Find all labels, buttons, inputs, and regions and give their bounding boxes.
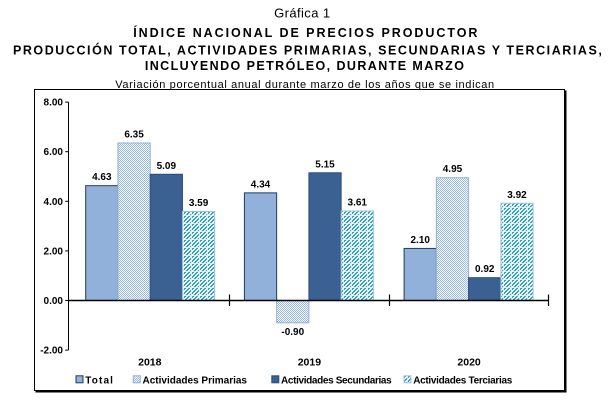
svg-text:2.00: 2.00 <box>44 246 64 257</box>
svg-text:0.92: 0.92 <box>475 264 495 275</box>
svg-text:2019: 2019 <box>298 357 322 369</box>
svg-text:3.61: 3.61 <box>348 197 368 208</box>
svg-text:Gráfica 1: Gráfica 1 <box>274 6 330 21</box>
svg-text:Total: Total <box>85 376 114 387</box>
svg-text:Actividades Primarias: Actividades Primarias <box>143 376 248 387</box>
svg-text:4.00: 4.00 <box>44 197 64 208</box>
svg-text:5.09: 5.09 <box>157 161 177 172</box>
svg-text:2018: 2018 <box>138 357 162 369</box>
svg-text:PRODUCCIÓN TOTAL, ACTIVIDADES: PRODUCCIÓN TOTAL, ACTIVIDADES PRIMARIAS,… <box>13 43 604 58</box>
svg-text:ÍNDICE NACIONAL DE PRECIOS PRO: ÍNDICE NACIONAL DE PRECIOS PRODUCTOR <box>133 25 479 40</box>
svg-text:Actividades Secundarias: Actividades Secundarias <box>281 376 392 387</box>
svg-text:3.92: 3.92 <box>507 190 527 201</box>
svg-text:3.59: 3.59 <box>189 198 209 209</box>
svg-text:4.95: 4.95 <box>443 164 463 175</box>
svg-text:Variación porcentual anual dur: Variación porcentual anual durante marzo… <box>115 79 495 91</box>
svg-text:6.00: 6.00 <box>44 147 64 158</box>
svg-text:8.00: 8.00 <box>44 98 64 109</box>
svg-text:4.34: 4.34 <box>251 179 271 190</box>
svg-text:2020: 2020 <box>457 357 481 369</box>
svg-text:2.10: 2.10 <box>410 235 430 246</box>
svg-text:-0.90: -0.90 <box>281 327 304 338</box>
svg-text:-2.00: -2.00 <box>40 346 63 357</box>
svg-text:5.15: 5.15 <box>315 159 335 170</box>
svg-text:0.00: 0.00 <box>44 296 64 307</box>
svg-text:6.35: 6.35 <box>124 130 144 141</box>
svg-text:4.63: 4.63 <box>92 172 112 183</box>
svg-text:INCLUYENDO PETRÓLEO, DURANTE M: INCLUYENDO PETRÓLEO, DURANTE MARZO <box>145 58 466 73</box>
svg-text:Actividades Terciarias: Actividades Terciarias <box>413 376 513 387</box>
